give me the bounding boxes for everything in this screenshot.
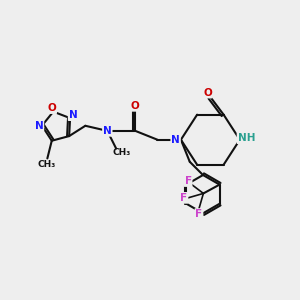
Text: CH₃: CH₃ xyxy=(38,160,56,169)
Text: CH₃: CH₃ xyxy=(112,148,130,158)
Text: O: O xyxy=(131,101,140,111)
Text: O: O xyxy=(203,88,212,98)
Text: N: N xyxy=(34,121,43,130)
Text: F: F xyxy=(180,193,188,203)
Text: F: F xyxy=(184,176,192,186)
Text: N: N xyxy=(171,135,180,145)
Text: N: N xyxy=(69,110,77,120)
Text: O: O xyxy=(47,103,56,113)
Text: N: N xyxy=(103,126,112,136)
Text: NH: NH xyxy=(238,133,255,143)
Text: F: F xyxy=(195,209,203,219)
